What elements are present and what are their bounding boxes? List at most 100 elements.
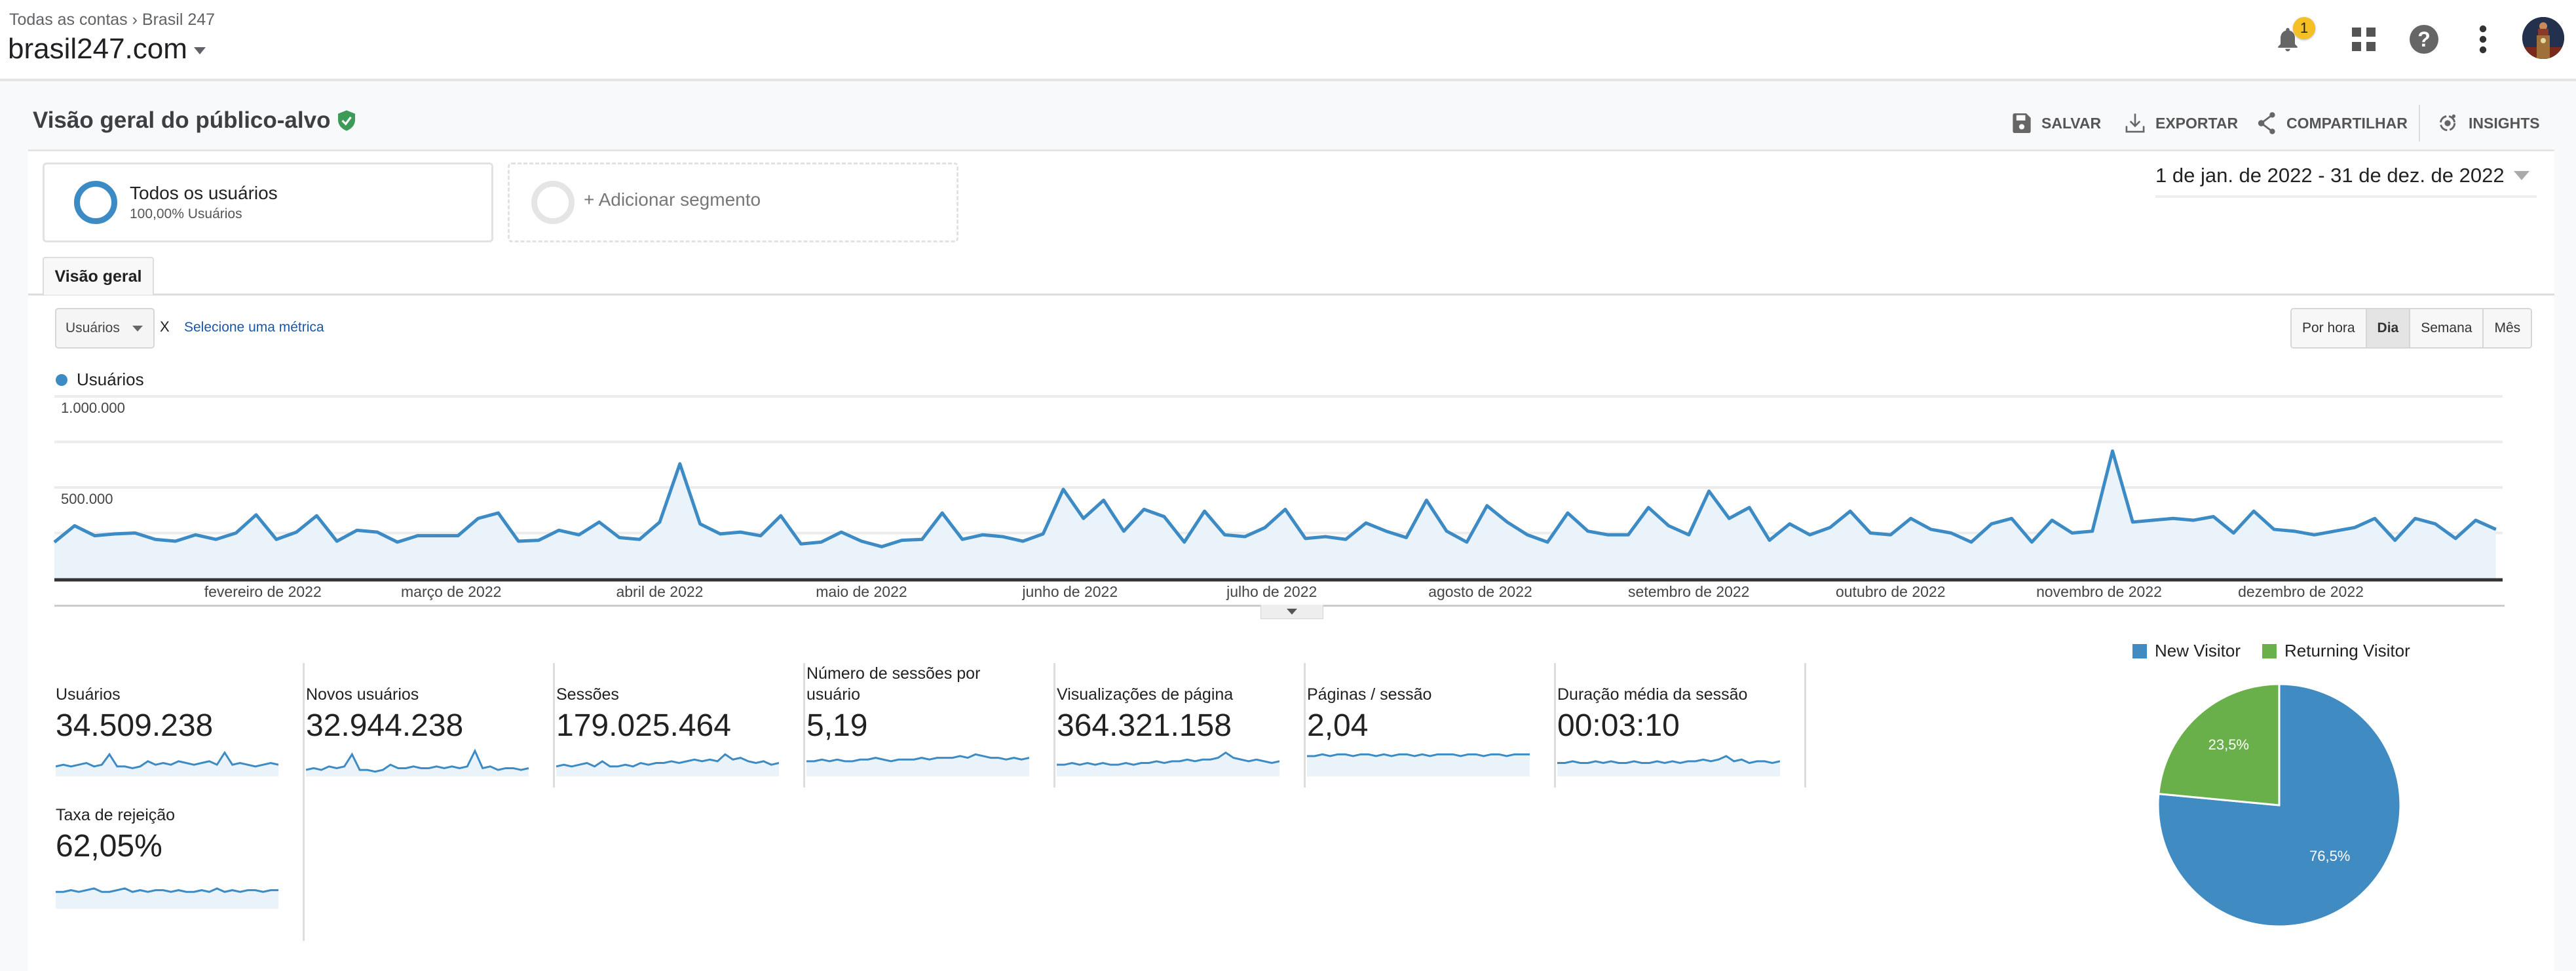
download-icon: [2125, 113, 2145, 133]
metric-value: 5,19: [806, 708, 868, 743]
add-segment-button[interactable]: + Adicionar segmento: [508, 162, 958, 242]
segment-ring-icon: [74, 181, 117, 224]
sparkline-area: [1557, 755, 1780, 776]
legend-label: Usuários: [77, 370, 144, 389]
segment-percentage: 100,00% Usuários: [130, 206, 242, 221]
x-tick-label: abril de 2022: [616, 583, 704, 600]
top-header: [0, 0, 2576, 81]
x-tick-label: dezembro de 2022: [2238, 583, 2364, 600]
expand-chart-toggle[interactable]: [1260, 605, 1323, 619]
metric-card[interactable]: Taxa de rejeição 62,05%: [54, 784, 305, 941]
save-button[interactable]: SALVAR: [2013, 111, 2101, 135]
metric-dropdown-value: Usuários: [66, 320, 120, 335]
granularity-month[interactable]: Mês: [2484, 309, 2531, 347]
metric-value: 32.944.238: [306, 708, 464, 743]
pie-legend-returning: Returning Visitor: [2262, 641, 2410, 661]
breadcrumb-all-accounts[interactable]: Todas as contas: [9, 10, 128, 29]
metric-label: Usuários: [56, 685, 121, 704]
legend-swatch-returning: [2262, 643, 2277, 658]
x-tick-label: setembro de 2022: [1628, 583, 1750, 600]
metric-card[interactable]: Visualizações de página 364.321.158: [1055, 663, 1306, 788]
metric-sparkline: [306, 748, 529, 776]
x-tick-label: agosto de 2022: [1428, 583, 1532, 600]
tab-overview[interactable]: Visão geral: [43, 257, 154, 295]
metric-sparkline: [1057, 751, 1279, 776]
data-point: [679, 463, 681, 465]
x-tick-label: julho de 2022: [1226, 583, 1317, 600]
data-point: [1042, 533, 1044, 535]
data-point: [1769, 540, 1770, 541]
property-selector[interactable]: brasil247.com: [8, 33, 206, 66]
sparkline-area: [306, 751, 529, 776]
data-point: [1648, 507, 1649, 508]
insights-label: INSIGHTS: [2469, 114, 2540, 132]
apps-icon: [2352, 28, 2376, 51]
x-tick-label: março de 2022: [401, 583, 502, 600]
remove-metric-button[interactable]: X: [160, 318, 170, 335]
data-point: [1426, 499, 1427, 501]
sparkline-line: [1307, 753, 1530, 757]
breadcrumb-separator: ›: [132, 10, 138, 29]
metric-label: Novos usuários: [306, 685, 419, 704]
data-point: [1910, 518, 1912, 519]
export-button[interactable]: EXPORTAR: [2125, 111, 2238, 135]
metric-card[interactable]: Páginas / sessão 2,04: [1306, 663, 1556, 788]
data-point: [618, 537, 620, 538]
notifications-button[interactable]: [2268, 20, 2307, 59]
sparkline-area: [1057, 752, 1279, 776]
data-point: [1849, 510, 1851, 512]
verified-shield-icon: [338, 110, 356, 131]
help-button[interactable]: ?: [2404, 20, 2444, 59]
granularity-week[interactable]: Semana: [2410, 309, 2484, 347]
metric-card[interactable]: Usuários 34.509.238: [54, 663, 305, 788]
data-point: [2172, 518, 2174, 519]
segment-name: Todos os usuários: [130, 183, 278, 203]
more-options-button[interactable]: [2463, 20, 2503, 59]
data-point: [417, 535, 418, 537]
granularity-hour[interactable]: Por hora: [2292, 309, 2367, 347]
tab-bar-line: [28, 294, 2554, 295]
data-point: [1365, 522, 1367, 524]
date-range-underline: [2155, 195, 2537, 198]
caret-down-icon: [2513, 171, 2529, 180]
data-point: [1749, 507, 1750, 508]
avatar[interactable]: [2522, 17, 2564, 59]
avatar-image: [2522, 17, 2564, 59]
apps-button[interactable]: [2344, 20, 2383, 59]
share-button[interactable]: COMPARTILHAR: [2258, 111, 2408, 135]
empty-segment-ring-icon: [531, 181, 575, 224]
date-range-picker[interactable]: 1 de jan. de 2022 - 31 de dez. de 2022: [2155, 164, 2529, 187]
sparkline-area: [1307, 754, 1530, 776]
metric-value: 364.321.158: [1057, 708, 1232, 743]
metric-value: 2,04: [1307, 708, 1369, 743]
metric-sparkline: [1307, 753, 1530, 776]
metric-card[interactable]: Duração média da sessão 00:03:10: [1556, 663, 1806, 788]
y-tick-label: 500.000: [61, 491, 113, 507]
insights-button[interactable]: INSIGHTS: [2437, 111, 2540, 135]
sparkline-area: [556, 754, 779, 776]
metric-card[interactable]: Número de sessões por usuário 5,19: [805, 663, 1055, 788]
granularity-toggle: Por hora Dia Semana Mês: [2290, 308, 2533, 349]
breadcrumb-account[interactable]: Brasil 247: [142, 10, 216, 29]
svg-text:?: ?: [2417, 28, 2431, 51]
metric-label: Número de sessões por usuário: [806, 664, 981, 704]
data-point: [2213, 516, 2214, 517]
granularity-day[interactable]: Dia: [2366, 309, 2411, 347]
sparkline-line: [56, 750, 278, 769]
metric-label: Páginas / sessão: [1307, 685, 1432, 704]
metric-dropdown[interactable]: Usuários: [55, 308, 155, 349]
pie-slice-returning[interactable]: [2157, 683, 2281, 807]
date-range-text: 1 de jan. de 2022 - 31 de dez. de 2022: [2155, 164, 2505, 187]
metric-card[interactable]: Novos usuários 32.944.238: [305, 663, 555, 788]
data-point: [820, 541, 822, 543]
metric-card[interactable]: Sessões 179.025.464: [555, 663, 805, 788]
data-point: [518, 541, 519, 542]
select-metric-link[interactable]: Selecione uma métrica: [184, 320, 324, 335]
metric-label: Visualizações de página: [1057, 685, 1234, 704]
caret-down-icon: [1287, 609, 1297, 615]
data-point: [498, 512, 499, 514]
sparkline-line: [56, 887, 278, 893]
bell-icon: [2278, 28, 2298, 52]
segment-all-users[interactable]: Todos os usuários 100,00% Usuários: [43, 162, 493, 242]
data-point: [1728, 518, 1730, 519]
